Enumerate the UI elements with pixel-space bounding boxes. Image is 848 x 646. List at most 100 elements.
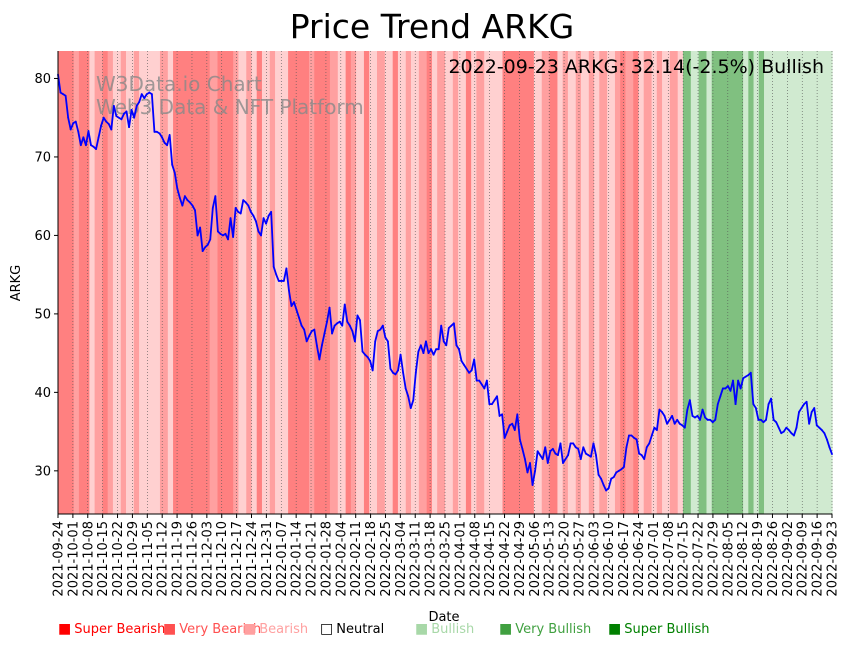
x-tick-label: 2022-07-01 bbox=[647, 521, 662, 597]
price-line-segment bbox=[100, 116, 105, 127]
price-line-segment bbox=[828, 446, 833, 455]
sentiment-band bbox=[620, 51, 627, 514]
legend-marker: ■ bbox=[58, 621, 72, 637]
price-line-segment bbox=[496, 395, 501, 417]
sentiment-band bbox=[405, 51, 412, 514]
sentiment-band bbox=[549, 51, 559, 514]
price-line-segment bbox=[97, 124, 103, 139]
sentiment-band bbox=[677, 51, 684, 514]
price-line-segment bbox=[260, 217, 265, 237]
sentiment-band bbox=[58, 51, 75, 514]
legend-item: ■ Very Bearish bbox=[163, 621, 261, 637]
x-tick-label: 2022-05-06 bbox=[528, 521, 543, 597]
x-tick-label: 2022-02-04 bbox=[334, 521, 349, 597]
price-line-segment bbox=[432, 348, 438, 356]
price-line-segment bbox=[544, 446, 549, 464]
sentiment-band bbox=[465, 51, 472, 514]
sentiment-band bbox=[633, 51, 640, 514]
price-line-segment bbox=[518, 438, 524, 450]
x-tick-label: 2022-02-18 bbox=[364, 521, 379, 597]
x-tick-label: 2022-09-23 bbox=[826, 521, 841, 597]
x-tick-label: 2022-08-12 bbox=[736, 521, 751, 597]
sentiment-band bbox=[159, 51, 169, 514]
sentiment-band bbox=[431, 51, 438, 514]
sentiment-band bbox=[426, 51, 433, 514]
sentiment-band bbox=[356, 51, 365, 514]
price-line-segment bbox=[321, 332, 326, 347]
price-line-segment bbox=[255, 220, 260, 233]
legend-marker: ■ bbox=[163, 621, 177, 637]
watermark-line-1: W3Data.io Chart bbox=[96, 72, 262, 96]
sentiment-band bbox=[251, 51, 258, 514]
sentiment-band bbox=[120, 51, 127, 514]
price-line-segment bbox=[582, 446, 587, 455]
sentiment-band bbox=[698, 51, 708, 514]
price-line-segment bbox=[239, 199, 245, 215]
legend-label: Neutral bbox=[336, 622, 385, 637]
price-line-segment bbox=[381, 324, 387, 339]
sentiment-band bbox=[562, 51, 569, 514]
price-line-segment bbox=[402, 371, 407, 390]
price-line-segment bbox=[120, 112, 125, 121]
x-tick-label: 2022-02-25 bbox=[379, 521, 394, 597]
price-line-segment bbox=[181, 195, 186, 207]
x-tick-label: 2022-04-22 bbox=[498, 521, 513, 597]
price-line-segment bbox=[328, 306, 333, 335]
price-line-segment bbox=[341, 303, 346, 327]
price-line-segment bbox=[650, 426, 656, 437]
price-line-segment bbox=[331, 324, 336, 335]
sentiment-band bbox=[445, 51, 454, 514]
sentiment-band bbox=[94, 51, 104, 514]
x-tick-label: 2021-11-19 bbox=[171, 521, 186, 597]
y-tick-label: 50 bbox=[34, 307, 51, 322]
price-line-segment bbox=[272, 265, 278, 276]
sentiment-band bbox=[173, 51, 211, 514]
y-tick-label: 30 bbox=[34, 464, 51, 479]
price-line-group bbox=[57, 73, 833, 492]
price-line-segment bbox=[298, 316, 303, 327]
x-tick-label: 2022-09-16 bbox=[811, 521, 826, 597]
sentiment-band bbox=[662, 51, 671, 514]
price-line-segment bbox=[404, 387, 410, 398]
price-line-segment bbox=[74, 120, 80, 133]
price-line-segment bbox=[303, 328, 308, 343]
price-line-segment bbox=[808, 411, 813, 425]
x-tick-label: 2022-09-02 bbox=[781, 521, 796, 597]
price-line-segment bbox=[813, 407, 818, 427]
sentiment-band bbox=[384, 51, 394, 514]
price-line-segment bbox=[521, 447, 526, 460]
price-line-segment bbox=[473, 358, 478, 382]
sentiment-bands bbox=[58, 51, 833, 514]
sentiment-band bbox=[309, 51, 315, 514]
price-line-segment bbox=[265, 214, 270, 225]
sentiment-band bbox=[690, 51, 700, 514]
price-line-segment bbox=[161, 136, 166, 144]
y-tick-label: 60 bbox=[34, 229, 51, 244]
price-line-segment bbox=[648, 434, 653, 445]
price-line-segment bbox=[765, 403, 770, 421]
x-tick-label: 2021-11-12 bbox=[156, 521, 171, 597]
x-tick-label: 2022-06-17 bbox=[617, 521, 632, 597]
price-line-segment bbox=[458, 348, 463, 362]
legend-marker: ■ bbox=[243, 621, 257, 637]
price-line-segment bbox=[445, 327, 450, 347]
price-line-segment bbox=[87, 130, 92, 147]
legend-item: ■ Bearish bbox=[243, 621, 308, 637]
price-line-segment bbox=[688, 399, 694, 417]
sentiment-band bbox=[758, 51, 765, 514]
sentiment-band bbox=[471, 51, 477, 514]
price-line-segment bbox=[437, 324, 443, 351]
x-tick-label: 2022-04-29 bbox=[513, 521, 528, 597]
x-tick-label: 2022-05-27 bbox=[572, 521, 587, 597]
price-line-segment bbox=[503, 430, 509, 439]
price-line-segment bbox=[110, 105, 115, 131]
price-line-segment bbox=[534, 450, 539, 472]
price-line-segment bbox=[671, 415, 676, 425]
price-line-segment bbox=[529, 462, 534, 486]
price-line-segment bbox=[595, 454, 600, 476]
price-line-segment bbox=[407, 395, 412, 409]
x-tick-label: 2021-12-10 bbox=[215, 521, 230, 597]
sentiment-band bbox=[363, 51, 370, 514]
x-tick-label: 2022-02-11 bbox=[349, 521, 364, 597]
x-axis-label: Date bbox=[428, 610, 459, 625]
